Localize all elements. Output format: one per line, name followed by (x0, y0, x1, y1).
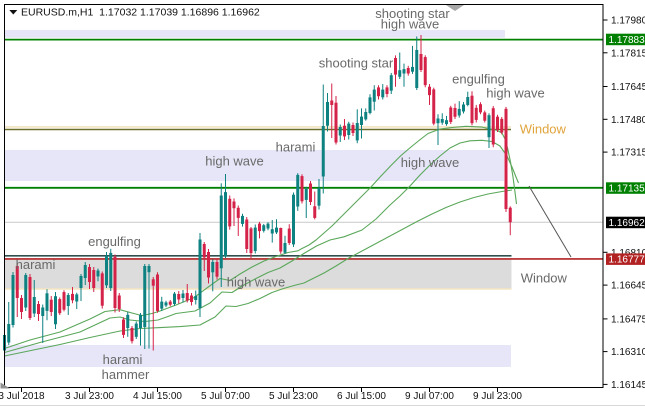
svg-text:shooting star: shooting star (319, 55, 394, 70)
svg-text:high wave: high wave (486, 86, 545, 101)
svg-text:1.16145: 1.16145 (611, 380, 645, 391)
svg-text:harami: harami (103, 352, 143, 367)
svg-text:3 Jul 2018: 3 Jul 2018 (0, 391, 45, 402)
svg-text:1.17135: 1.17135 (609, 184, 645, 195)
svg-text:4 Jul 15:00: 4 Jul 15:00 (133, 391, 182, 402)
svg-text:engulfing: engulfing (88, 234, 141, 249)
svg-text:hammer: hammer (102, 367, 150, 382)
svg-text:3 Jul 23:00: 3 Jul 23:00 (65, 391, 114, 402)
svg-text:6 Jul 15:00: 6 Jul 15:00 (337, 391, 386, 402)
svg-text:EURUSD.m,H1 1.17032 1.17039 1: EURUSD.m,H1 1.17032 1.17039 1.16896 1.16… (21, 7, 260, 19)
svg-text:harami: harami (276, 140, 316, 155)
svg-text:1.17315: 1.17315 (611, 148, 645, 159)
svg-text:high wave: high wave (401, 155, 460, 170)
svg-text:Window: Window (521, 271, 568, 286)
svg-text:shooting star: shooting star (375, 6, 450, 21)
svg-text:high wave: high wave (205, 154, 264, 169)
svg-text:1.16810: 1.16810 (611, 248, 645, 259)
svg-text:high wave: high wave (381, 17, 440, 32)
svg-text:1.17480: 1.17480 (611, 115, 645, 126)
svg-text:1.17883: 1.17883 (609, 35, 645, 46)
svg-text:1.17815: 1.17815 (611, 48, 645, 59)
svg-text:high wave: high wave (227, 274, 286, 289)
svg-text:Window: Window (520, 122, 567, 137)
svg-text:9 Jul 07:00: 9 Jul 07:00 (405, 391, 454, 402)
svg-text:1.16310: 1.16310 (611, 347, 645, 358)
svg-text:9 Jul 23:00: 9 Jul 23:00 (473, 391, 522, 402)
svg-text:5 Jul 07:00: 5 Jul 07:00 (201, 391, 250, 402)
svg-text:1.16962: 1.16962 (609, 218, 645, 229)
svg-text:1.17645: 1.17645 (611, 82, 645, 93)
svg-text:harami: harami (16, 257, 56, 272)
svg-text:engulfing: engulfing (452, 72, 505, 87)
svg-text:1.16645: 1.16645 (611, 281, 645, 292)
svg-text:1.16777: 1.16777 (609, 255, 645, 266)
svg-text:5 Jul 23:00: 5 Jul 23:00 (269, 391, 318, 402)
svg-text:1.17980: 1.17980 (611, 16, 645, 27)
svg-text:1.16475: 1.16475 (611, 314, 645, 325)
